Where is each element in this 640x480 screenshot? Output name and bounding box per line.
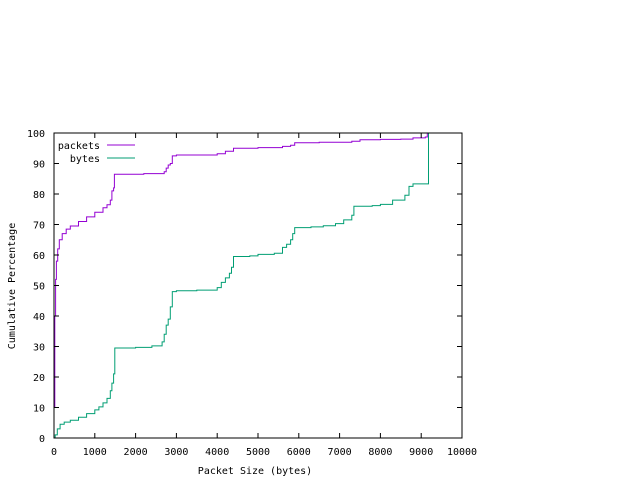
y-tick-label: 70	[33, 221, 45, 232]
y-axis-label: Cumulative Percentage	[7, 223, 18, 349]
y-tick-label: 80	[33, 190, 45, 201]
x-tick-label: 3000	[164, 447, 188, 458]
y-tick-label: 90	[33, 160, 45, 171]
y-tick-label: 40	[33, 312, 45, 323]
x-tick-label: 4000	[205, 447, 229, 458]
series-line-packets	[54, 133, 428, 408]
x-tick-label: 8000	[368, 447, 392, 458]
y-tick-label: 30	[33, 343, 45, 354]
x-tick-label: 5000	[246, 447, 270, 458]
y-tick-label: 10	[33, 404, 45, 415]
y-tick-label: 50	[33, 282, 45, 293]
y-tick-label: 20	[33, 373, 45, 384]
legend-label-bytes: bytes	[70, 154, 100, 165]
y-tick-label: 100	[27, 129, 45, 140]
series-line-bytes	[54, 133, 429, 439]
x-tick-label: 6000	[287, 447, 311, 458]
x-axis-label: Packet Size (bytes)	[198, 466, 312, 477]
x-tick-label: 10000	[447, 447, 477, 458]
tick-layer: 0 1000 2000 3000 4000 5000 6000 7000 8000 9000 100…	[27, 129, 477, 458]
x-tick-label: 1000	[83, 447, 107, 458]
legend-label-packets: packets	[58, 141, 100, 152]
x-tick-label: 2000	[124, 447, 148, 458]
legend: packets bytes	[58, 141, 135, 165]
x-tick-label: 7000	[328, 447, 352, 458]
y-tick-label: 0	[39, 434, 45, 445]
x-tick-label: 0	[51, 447, 57, 458]
series-layer	[54, 133, 429, 439]
x-tick-label: 9000	[409, 447, 433, 458]
y-tick-label: 60	[33, 251, 45, 262]
